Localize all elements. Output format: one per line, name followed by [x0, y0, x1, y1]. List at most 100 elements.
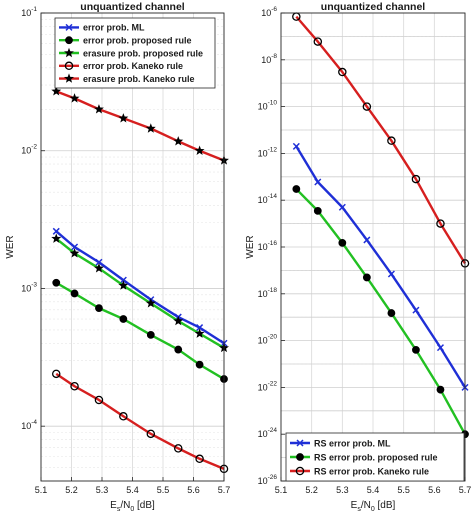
- x-axis-label: Es/N0 [dB]: [351, 500, 396, 513]
- x-tick-label: 5.5: [397, 485, 410, 495]
- legend-label: erasure prob. Kaneko rule: [83, 74, 195, 84]
- data-point: [69, 93, 80, 103]
- chart-left: 5.1 5.2 5.3 5.4 5.5 5.6 5.7 10-1 10-2 10-3 10-4 unq…: [5, 1, 230, 513]
- x-axis-label: Es/N0 [dB]: [110, 500, 155, 513]
- legend-label: RS error prob. proposed rule: [314, 452, 438, 462]
- data-point: [95, 304, 103, 313]
- data-point: [69, 248, 80, 258]
- y-tick-label: 10-10: [258, 100, 278, 112]
- data-point: [94, 263, 104, 273]
- series-line-rs-error-prob-kaneko-rule: [295, 15, 467, 264]
- x-tick-label: 5.2: [305, 485, 318, 495]
- data-point: [51, 86, 62, 96]
- x-tick-label: 5.6: [428, 485, 441, 495]
- data-point: [119, 276, 127, 284]
- series-line-error-prob-ml: [55, 230, 225, 345]
- legend-marker: [64, 61, 74, 71]
- series-rs-error-prob-kaneko-rule: [292, 12, 470, 268]
- y-axis-label: WER: [5, 235, 16, 258]
- data-point: [119, 412, 128, 421]
- x-tick-label: 5.7: [459, 485, 472, 495]
- legend-label: error prob. proposed rule: [83, 36, 192, 46]
- legend-marker: [64, 73, 74, 83]
- data-point: [194, 145, 205, 155]
- chart-title: unquantized channel: [321, 1, 426, 13]
- data-point: [94, 395, 104, 405]
- data-point: [195, 454, 204, 464]
- data-point: [174, 345, 183, 354]
- data-point: [70, 381, 79, 391]
- y-tick-labels: 10-1 10-2 10-3 10-4: [21, 6, 45, 431]
- data-point: [173, 315, 184, 326]
- data-point: [338, 238, 347, 247]
- data-point: [338, 203, 346, 211]
- data-point: [196, 324, 204, 332]
- data-point: [146, 331, 155, 339]
- y-tick-label: 10-1: [21, 6, 37, 18]
- x-tick-label: 5.1: [35, 485, 48, 495]
- y-axis-label: WER: [245, 235, 256, 258]
- data-point: [387, 136, 396, 145]
- y-tick-label: 10-2: [21, 144, 37, 156]
- series-line-erasure-prob-proposed-rule: [55, 237, 225, 349]
- series-error-prob-kaneko-rule: [52, 369, 229, 474]
- data-point: [313, 206, 322, 215]
- x-tick-label: 5.1: [275, 485, 288, 495]
- data-point: [292, 185, 301, 193]
- legend-label: error prob. ML: [83, 23, 145, 33]
- x-tick-label: 5.3: [96, 485, 109, 495]
- data-point: [363, 236, 371, 244]
- y-tick-label: 10-14: [258, 193, 278, 205]
- legend-marker: [65, 23, 73, 31]
- y-tick-label: 10-24: [258, 427, 278, 439]
- data-point: [412, 306, 420, 314]
- data-point: [51, 233, 62, 243]
- legend-item: erasure prob. Kaneko rule: [59, 73, 195, 84]
- data-point: [436, 219, 445, 228]
- series-error-prob-ml: [52, 227, 228, 347]
- x-tick-label: 5.7: [218, 485, 231, 495]
- data-point: [436, 385, 445, 394]
- data-point: [71, 243, 79, 251]
- data-point: [52, 227, 60, 235]
- legend-label: erasure prob. proposed rule: [83, 48, 203, 58]
- data-point: [145, 123, 156, 133]
- legend-marker: [65, 36, 73, 45]
- data-point: [292, 142, 300, 150]
- legend-label: error prob. Kaneko rule: [83, 61, 183, 71]
- x-tick-label: 5.2: [65, 485, 78, 495]
- data-point: [314, 178, 322, 186]
- legend-marker: [295, 466, 305, 476]
- data-point: [52, 278, 61, 287]
- data-point: [52, 369, 61, 379]
- data-point: [387, 309, 396, 317]
- y-tick-label: 10-12: [258, 146, 278, 158]
- data-point: [362, 102, 372, 111]
- y-tick-label: 10-8: [261, 53, 277, 65]
- legend-item: RS error prob. Kaneko rule: [290, 466, 429, 476]
- series-error-prob-proposed-rule: [52, 278, 228, 383]
- legend: error prob. ML error prob. proposed rule e…: [54, 17, 216, 89]
- y-tick-labels: 10-6 10-8 10-10 10-12 10-14 10-16 10-18 10-20 10…: [258, 6, 285, 486]
- x-tick-label: 5.3: [336, 485, 349, 495]
- data-point: [94, 104, 104, 114]
- data-point: [195, 360, 204, 369]
- data-point: [95, 258, 103, 266]
- y-tick-label: 10-4: [21, 419, 37, 431]
- legend-label: RS error prob. ML: [314, 438, 391, 448]
- data-point: [411, 174, 421, 184]
- y-tick-label: 10-26: [258, 474, 278, 486]
- legend-marker: [64, 47, 74, 58]
- data-point: [194, 328, 205, 338]
- legend-box: [285, 432, 465, 482]
- x-tick-labels: 5.1 5.2 5.3 5.4 5.5 5.6 5.7: [35, 477, 231, 495]
- data-point: [118, 113, 129, 123]
- legend-item: error prob. proposed rule: [59, 36, 192, 46]
- series-line-error-prob-proposed-rule: [55, 281, 225, 381]
- x-tick-label: 5.4: [367, 485, 380, 495]
- data-point: [146, 429, 156, 439]
- y-tick-label: 10-22: [258, 380, 278, 392]
- x-tick-label: 5.5: [157, 485, 170, 495]
- data-point: [436, 344, 444, 352]
